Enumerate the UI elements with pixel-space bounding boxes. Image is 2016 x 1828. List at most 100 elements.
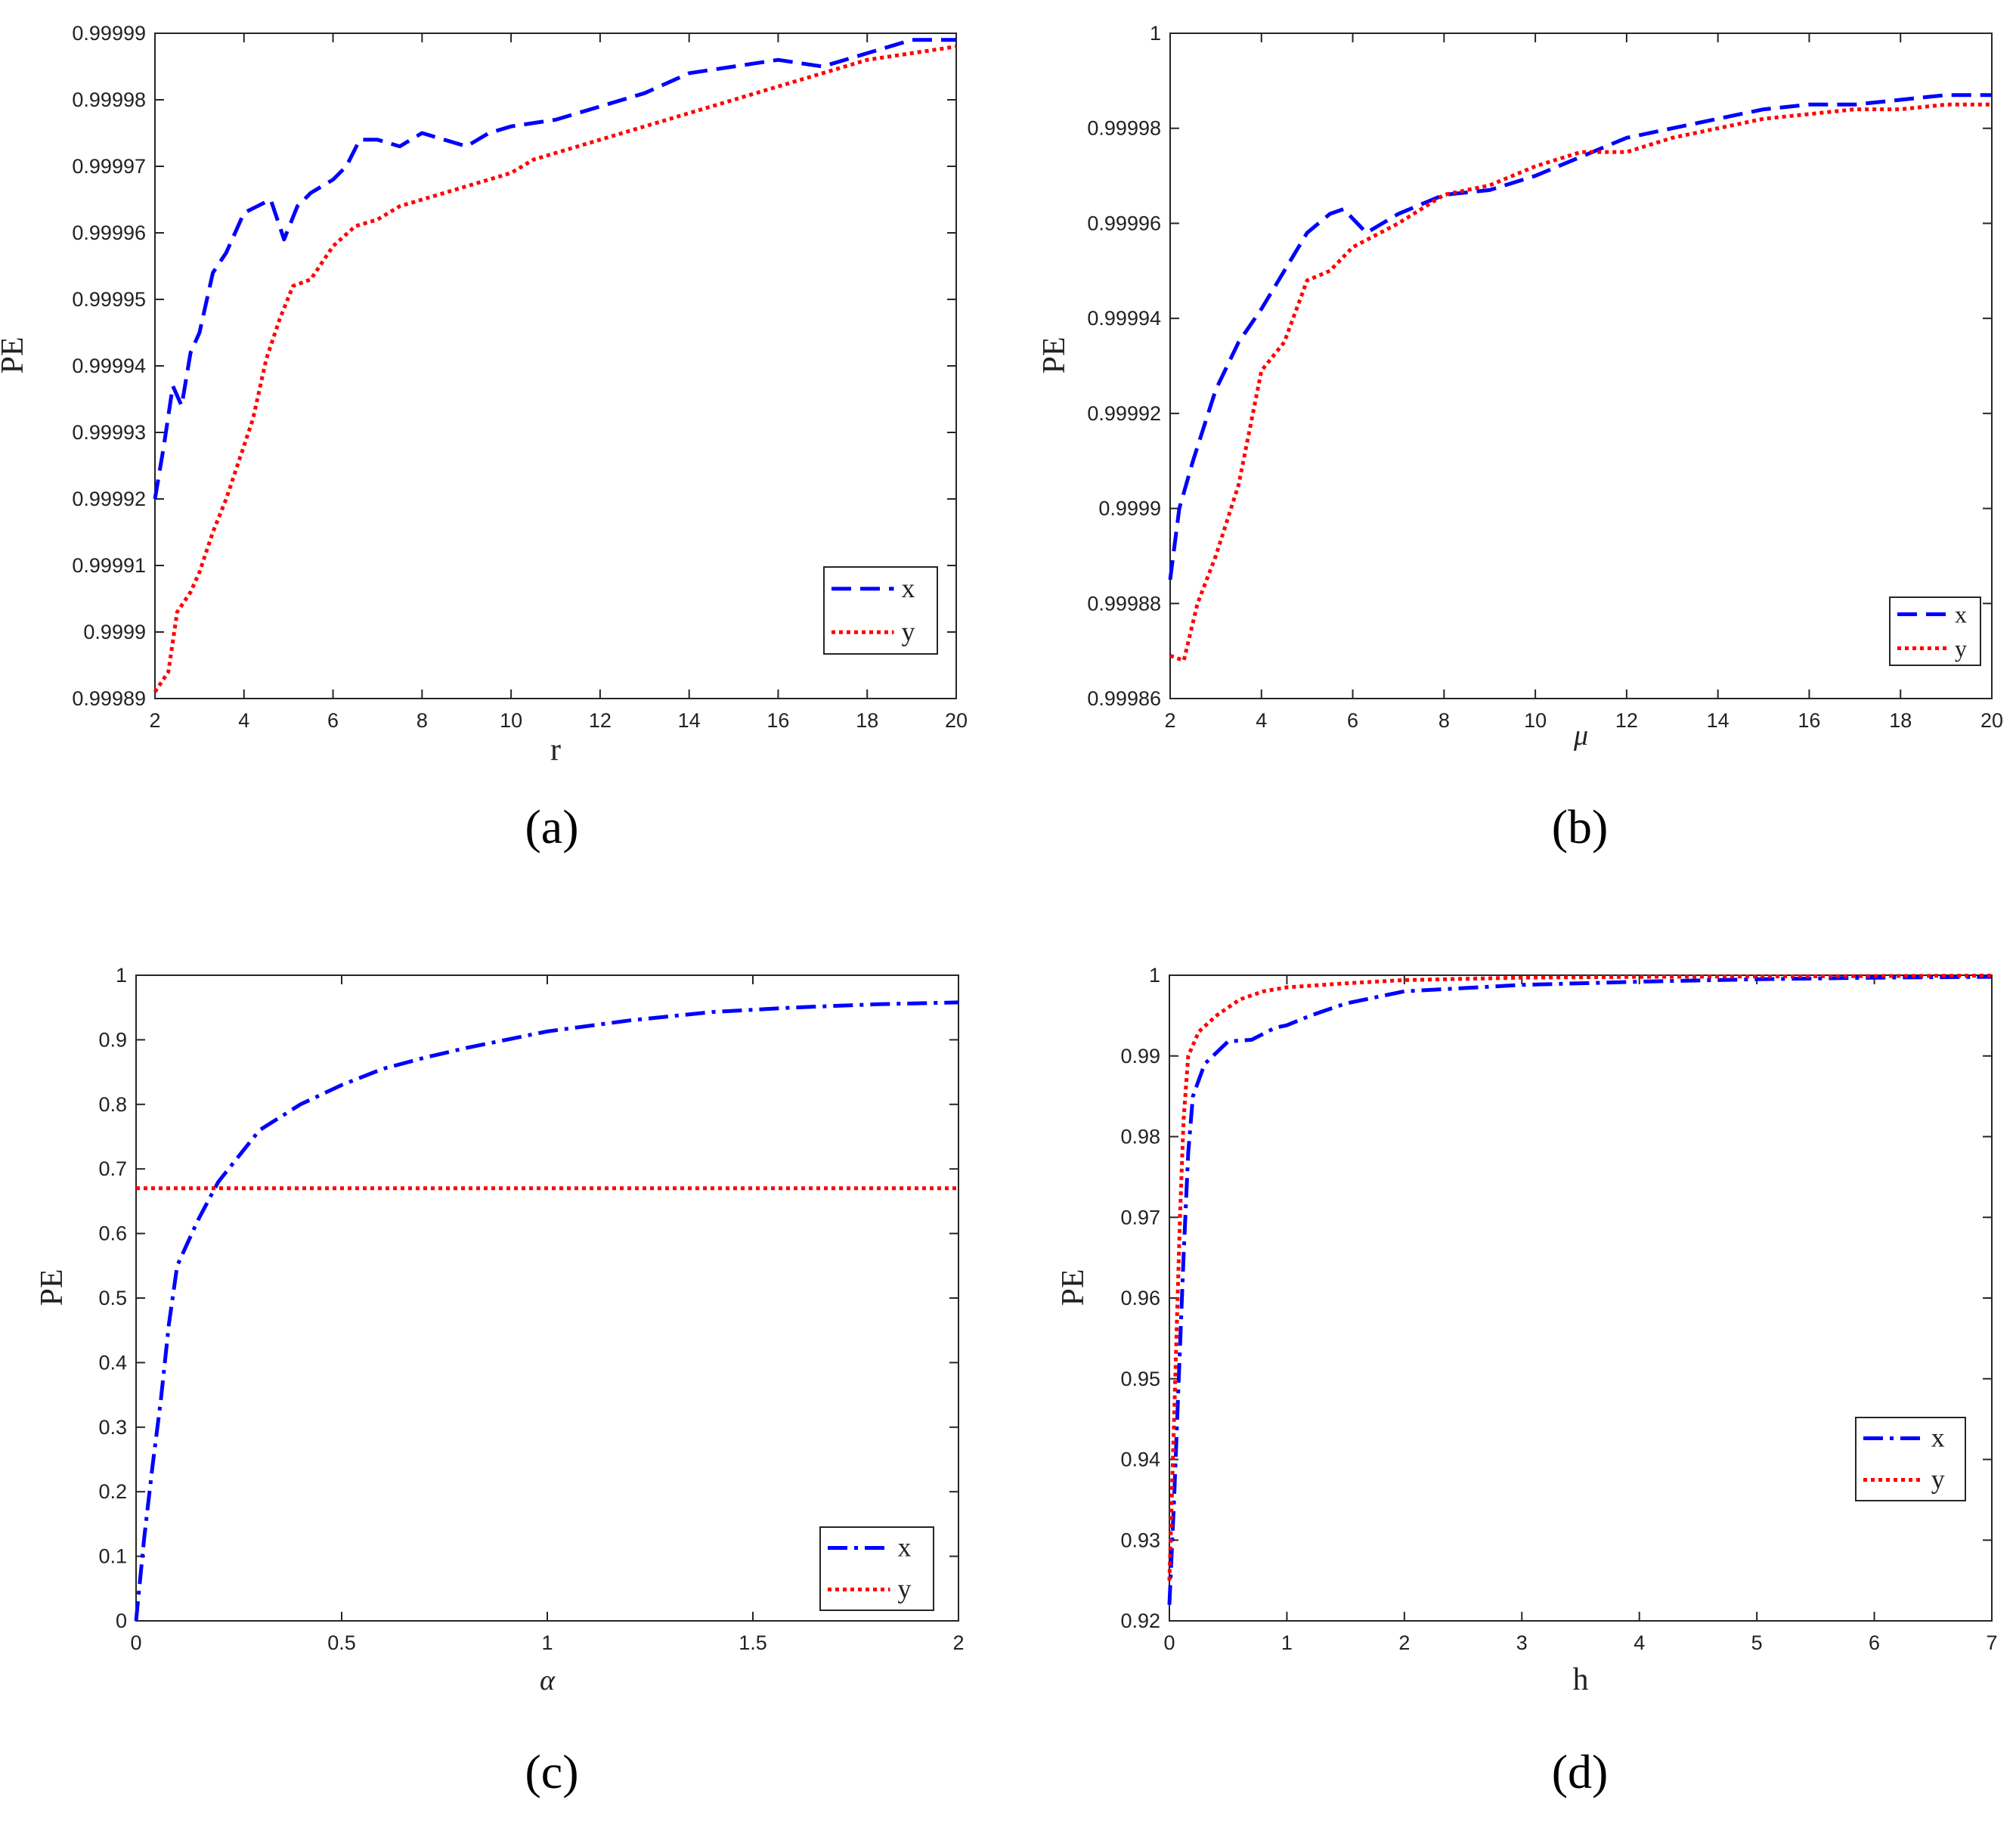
y-tick-label: 0.6 (98, 1222, 127, 1245)
x-tick-label: 20 (1980, 709, 2003, 732)
legend-box (819, 1526, 934, 1611)
x-tick-label: 8 (1438, 709, 1450, 732)
y-tick-label: 0.99998 (72, 88, 146, 111)
y-tick-label: 0.9999 (83, 621, 146, 643)
y-tick-label: 0.2 (98, 1480, 127, 1503)
chart-c: 0 0.5 1 1.5 2 0 0.1 0.2 0.3 0.4 0.5 0.6 0.7 0.8 0.9 1 α P… (35, 964, 965, 1799)
x-tick-label: 10 (500, 709, 522, 732)
x-tick-label: 18 (856, 709, 878, 732)
chart-a: 2 4 6 8 10 12 14 16 18 20 0.99989 0.9999 0.99991 0.99… (0, 22, 968, 854)
y-tick-label: 0.99986 (1087, 687, 1161, 710)
chart-d: 0 1 2 3 4 5 6 7 0.92 0.93 0.94 0.95 0.96 0.97 0.98 0.99… (1056, 964, 1998, 1799)
y-tick-label: 0.1 (98, 1545, 127, 1568)
x-tick-label: 2 (952, 1631, 964, 1654)
series-line-y (153, 45, 957, 693)
y-tick-label: 0.98 (1120, 1126, 1160, 1148)
x-axis-label: α (540, 1665, 556, 1696)
x-tick-label: 20 (945, 709, 968, 732)
legend-label-x: x (898, 1532, 912, 1563)
y-tick-label: 0.99992 (72, 488, 146, 510)
y-tick-label: 0.99991 (72, 554, 146, 577)
y-axis-label: PE (1037, 336, 1072, 373)
legend-label-y: y (898, 1574, 912, 1604)
y-axis-label: PE (35, 1269, 70, 1306)
x-tick-label: 14 (1707, 709, 1730, 732)
legend: xy (1855, 1417, 1966, 1501)
x-tick-label: 18 (1889, 709, 1912, 732)
x-tick-label: 1 (1281, 1631, 1293, 1654)
legend-label-x: x (1931, 1423, 1945, 1453)
legend-label-y: y (902, 616, 915, 646)
y-tick-label: 0 (116, 1610, 127, 1632)
legend-label-x: x (1955, 601, 1967, 628)
legend: xy (823, 566, 938, 655)
x-tick-label: 6 (327, 709, 339, 732)
x-tick-label: 0 (130, 1631, 141, 1654)
x-tick-label: 6 (1347, 709, 1358, 732)
legend-label-y: y (1931, 1464, 1945, 1495)
x-tick-label: 16 (766, 709, 789, 732)
x-axis-label: r (550, 733, 561, 767)
y-tick-label: 0.99999 (72, 22, 146, 45)
y-tick-label: 0.3 (98, 1416, 127, 1439)
y-tick-label: 0.96 (1120, 1287, 1160, 1309)
y-tick-label: 0.5 (98, 1287, 127, 1309)
x-tick-label: 16 (1798, 709, 1820, 732)
y-tick-label: 0.99995 (72, 288, 146, 311)
y-tick-label: 1 (1149, 964, 1160, 987)
y-tick-label: 0.99 (1120, 1045, 1160, 1067)
legend-box (1889, 596, 1981, 666)
y-tick-label: 0.99993 (72, 421, 146, 444)
y-tick-label: 0.95 (1120, 1368, 1160, 1390)
legend: xy (819, 1526, 934, 1611)
y-tick-label: 0.99994 (72, 355, 146, 377)
panel-caption: (d) (1552, 1745, 1609, 1799)
x-tick-label: 8 (417, 709, 428, 732)
y-tick-label: 0.99996 (1087, 212, 1161, 234)
y-tick-label: 0.99994 (1087, 307, 1161, 330)
y-axis-label: PE (1056, 1269, 1091, 1306)
x-tick-label: 7 (1986, 1631, 1997, 1654)
x-axis-label: μ (1573, 720, 1588, 751)
x-tick-label: 4 (238, 709, 249, 732)
y-tick-label: 0.8 (98, 1093, 127, 1116)
legend-label-y: y (1955, 635, 1967, 662)
legend-box (1855, 1417, 1966, 1501)
series-line-y (1167, 974, 1993, 1581)
legend: xy (1889, 596, 1981, 666)
y-tick-label: 0.99992 (1087, 402, 1161, 425)
y-tick-label: 0.99996 (72, 222, 146, 244)
x-tick-label: 6 (1869, 1631, 1880, 1654)
panel-caption: (b) (1552, 800, 1609, 854)
legend-box (823, 566, 938, 655)
series-line-x (1167, 974, 1993, 1605)
x-tick-label: 2 (1164, 709, 1175, 732)
y-tick-label: 1 (1150, 22, 1161, 45)
x-tick-label: 5 (1751, 1631, 1763, 1654)
x-tick-label: 2 (149, 709, 160, 732)
y-tick-label: 0.99989 (72, 687, 146, 710)
y-tick-label: 0.92 (1120, 1610, 1160, 1632)
panel-caption: (a) (525, 800, 578, 854)
x-tick-label: 1.5 (739, 1631, 767, 1654)
series-line-x (134, 1000, 959, 1622)
y-tick-label: 0.93 (1120, 1529, 1160, 1551)
x-tick-label: 12 (1615, 709, 1638, 732)
y-tick-label: 0.99988 (1087, 592, 1161, 615)
x-tick-label: 0 (1163, 1631, 1175, 1654)
y-tick-label: 0.99997 (72, 155, 146, 178)
x-tick-label: 3 (1516, 1631, 1528, 1654)
legend-label-x: x (902, 573, 915, 603)
series-line-x (1168, 93, 1992, 581)
y-tick-label: 0.7 (98, 1157, 127, 1180)
y-tick-label: 1 (116, 964, 127, 987)
x-tick-label: 14 (678, 709, 701, 732)
plot-area (1169, 33, 1993, 699)
y-tick-label: 0.99998 (1087, 117, 1161, 140)
panel-caption: (c) (525, 1745, 578, 1799)
x-tick-label: 2 (1398, 1631, 1410, 1654)
y-tick-label: 0.9999 (1098, 497, 1161, 520)
chart-b: 2 4 6 8 10 12 14 16 18 20 0.99986 0.99988 0.9999 0.99… (1037, 22, 2003, 854)
series-line-x (153, 38, 956, 500)
